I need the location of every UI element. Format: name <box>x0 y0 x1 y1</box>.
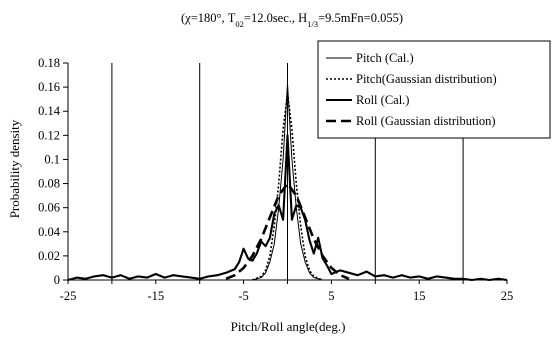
y-tick-label: 0 <box>54 273 60 287</box>
y-tick-label: 0.02 <box>38 249 60 263</box>
tick-labels: 0 0.02 0.04 0.06 0.08 0.1 0.12 0.14 0.16 0.18 -25 -… <box>38 56 513 303</box>
x-tick-label: 5 <box>328 289 334 303</box>
series-line <box>67 134 508 282</box>
x-tick-label: -5 <box>238 289 248 303</box>
x-tick-label: -15 <box>147 289 164 303</box>
y-tick-label: 0.18 <box>38 56 60 70</box>
y-tick-label: 0.16 <box>38 80 60 94</box>
y-tick-label: 0.06 <box>38 201 60 215</box>
y-tick-label: 0.04 <box>38 225 61 239</box>
plot-area <box>67 83 508 282</box>
x-axis-label: Pitch/Roll angle(deg.) <box>231 319 346 334</box>
y-tick-label: 0.14 <box>38 104 61 118</box>
y-tick-label: 0.08 <box>38 177 60 191</box>
x-tick-label: 25 <box>501 289 514 303</box>
x-tick-label: -25 <box>60 289 77 303</box>
series-line <box>252 83 323 281</box>
legend-label: Roll (Gaussian distribution) <box>356 114 496 128</box>
legend-label: Roll (Cal.) <box>356 93 409 107</box>
chart-title: (χ=180°, T02=12.0sec., H1/3=9.5mFn=0.055… <box>181 11 403 29</box>
legend-label: Pitch (Cal.) <box>356 51 414 65</box>
axes <box>63 62 508 284</box>
legend-label: Pitch(Gaussian distribution) <box>356 72 497 86</box>
y-tick-label: 0.12 <box>38 128 60 142</box>
y-axis-label: Probability density <box>7 119 22 218</box>
legend: Pitch (Cal.) Pitch(Gaussian distribution)… <box>317 40 551 139</box>
y-tick-label: 0.1 <box>44 152 60 166</box>
series-line <box>252 93 323 281</box>
legend-box <box>317 40 551 139</box>
x-tick-label: 15 <box>413 289 426 303</box>
